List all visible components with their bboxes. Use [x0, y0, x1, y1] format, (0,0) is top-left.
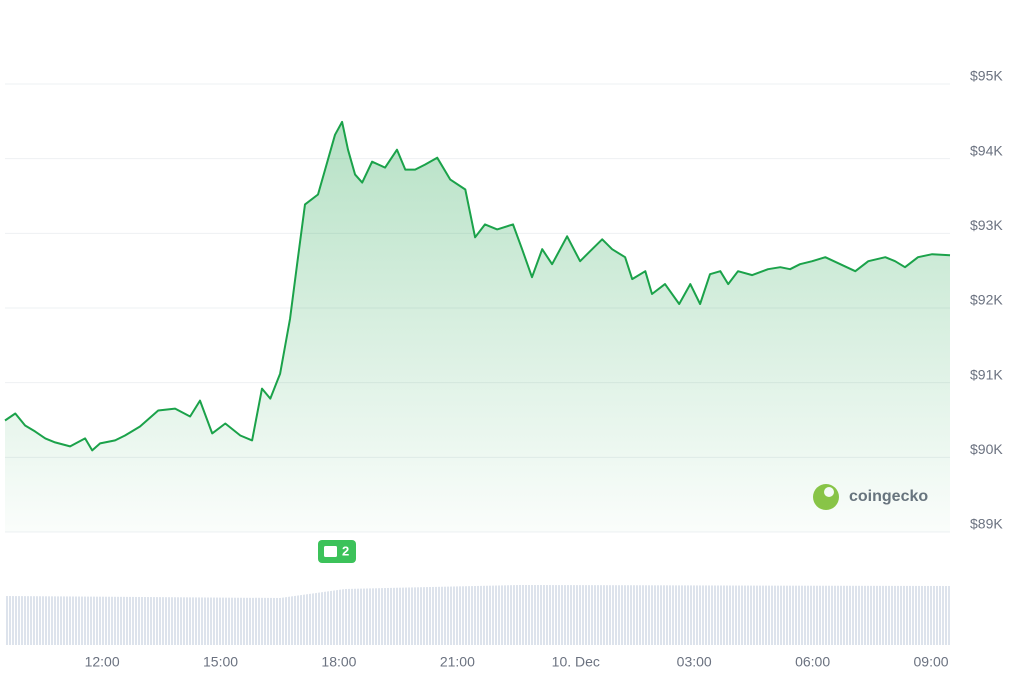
y-tick-label: $95K	[970, 68, 1003, 84]
y-tick-label: $90K	[970, 441, 1003, 457]
y-tick-label: $93K	[970, 217, 1003, 233]
news-badge[interactable]: 2	[318, 540, 356, 563]
x-tick-label: 15:00	[203, 654, 238, 670]
y-tick-label: $89K	[970, 516, 1003, 532]
badge-icon	[324, 546, 337, 557]
x-tick-label: 21:00	[440, 654, 475, 670]
price-line	[4, 120, 951, 452]
x-tick-label: 18:00	[321, 654, 356, 670]
y-tick-label: $92K	[970, 292, 1003, 308]
badge-count: 2	[342, 543, 349, 558]
x-tick-label: 09:00	[914, 654, 949, 670]
x-tick-label: 10. Dec	[552, 654, 600, 670]
volume-bars	[5, 585, 950, 645]
area-fill	[5, 121, 950, 533]
y-tick-label: $91K	[970, 366, 1003, 382]
x-tick-label: 06:00	[795, 654, 830, 670]
x-tick-label: 12:00	[85, 654, 120, 670]
x-tick-label: 03:00	[677, 654, 712, 670]
y-tick-label: $94K	[970, 142, 1003, 158]
